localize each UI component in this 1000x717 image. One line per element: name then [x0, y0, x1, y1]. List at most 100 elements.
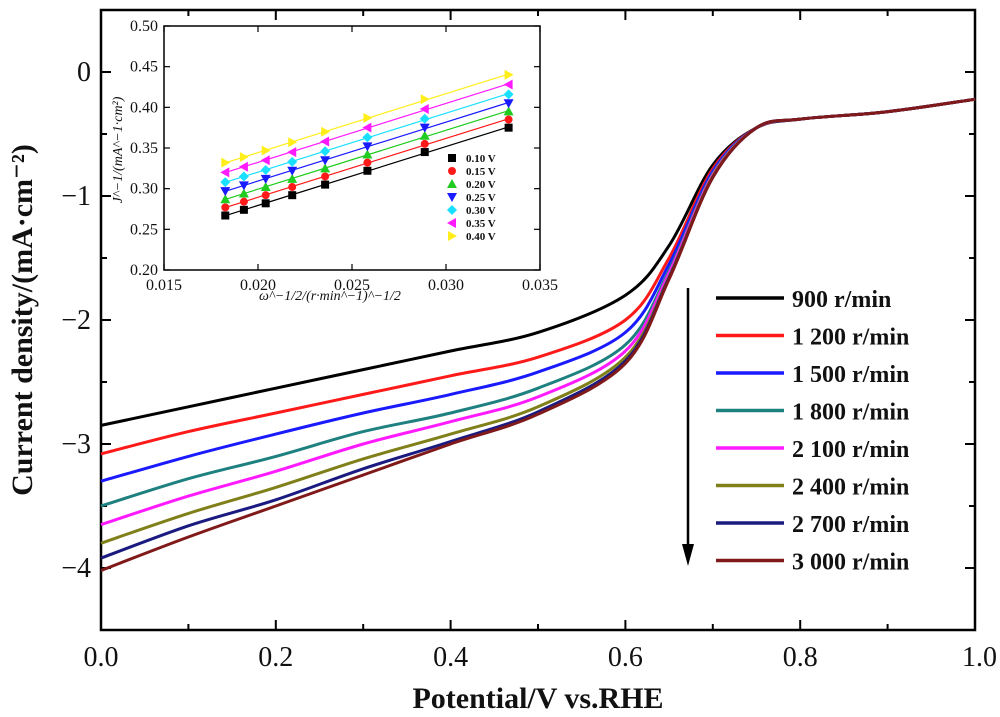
inset-legend-marker — [448, 167, 456, 175]
inset-legend-label: 0.35 V — [466, 218, 496, 230]
main-series-group — [100, 97, 976, 572]
inset-data-point — [239, 151, 249, 162]
inset-data-point — [419, 113, 430, 124]
inset-data-point — [503, 79, 513, 90]
inset-data-point — [221, 211, 230, 220]
legend-label: 1 200 r/min — [792, 325, 909, 351]
legend-label: 3 000 r/min — [792, 550, 909, 576]
inset-data-point — [288, 191, 297, 200]
main-y-tick-label: 0 — [77, 57, 91, 88]
main-y-tick-label: −1 — [61, 181, 91, 212]
inset-data-point — [503, 99, 514, 109]
inset-data-point — [260, 164, 271, 175]
inset-series-group — [220, 69, 514, 220]
inset-y-tick-label: 0.25 — [130, 221, 158, 238]
inset-data-point — [261, 199, 270, 208]
inset-data-point — [504, 123, 513, 132]
inset-data-point — [220, 167, 230, 178]
inset-legend-marker — [448, 231, 457, 241]
main-y-tick-label: −4 — [61, 553, 91, 584]
inset-legend-marker — [447, 218, 456, 228]
inset-data-point — [221, 157, 231, 168]
inset-data-point — [504, 115, 513, 124]
main-x-tick-label: 0.0 — [84, 642, 119, 673]
inset-y-tick-label: 0.30 — [130, 181, 158, 198]
down-arrow — [682, 288, 694, 566]
inset-data-point — [420, 139, 429, 148]
inset-legend-label: 0.40 V — [466, 231, 496, 243]
main-x-tick-label: 0.6 — [608, 642, 643, 673]
inset-data-point — [419, 103, 429, 114]
main-y-axis-title: Current density/(mA·cm⁻²) — [6, 144, 39, 496]
inset-data-point — [419, 130, 430, 140]
inset-y-tick-label: 0.20 — [130, 262, 158, 279]
inset-legend-marker — [447, 193, 457, 202]
inset-legend: 0.10 V0.15 V0.20 V0.25 V0.30 V0.35 V0.40… — [447, 153, 496, 243]
inset-data-point — [288, 183, 297, 192]
inset-data-point — [320, 156, 331, 166]
main-y-tick-label: −3 — [61, 429, 91, 460]
inset-data-point — [321, 180, 330, 189]
inset-data-point — [320, 146, 331, 157]
inset-data-point — [260, 155, 270, 166]
inset-legend-label: 0.30 V — [466, 205, 496, 217]
inset-data-point — [321, 126, 331, 137]
inset-data-point — [362, 149, 373, 159]
inset-y-tick-label: 0.40 — [130, 99, 158, 116]
inset-data-point — [419, 123, 430, 133]
inset-data-point — [420, 94, 430, 105]
legend-label: 1 500 r/min — [792, 362, 909, 388]
legend-label: 900 r/min — [792, 287, 891, 313]
inset-data-point — [362, 142, 373, 152]
inset-data-point — [503, 106, 514, 116]
inset-tick-labels: 0.015 0.020 0.025 0.030 0.035 0.20 0.25 0.30 0.3… — [130, 18, 558, 294]
main-series-line-8 — [100, 97, 976, 572]
inset-legend-label: 0.15 V — [466, 166, 496, 178]
inset-x-tick-label: 0.035 — [522, 277, 558, 294]
inset-ticks — [163, 25, 541, 271]
legend-label: 2 400 r/min — [792, 475, 909, 501]
inset-y-tick-label: 0.45 — [130, 59, 158, 76]
inset-data-point — [221, 203, 230, 212]
inset-data-point — [287, 173, 298, 183]
inset-y-axis-title: J^−1/(mA^−1·cm²) — [111, 96, 126, 203]
inset-data-point — [260, 174, 271, 184]
inset-data-point — [321, 172, 330, 181]
inset-data-point — [320, 136, 330, 147]
inset-x-tick-label: 0.015 — [146, 277, 182, 294]
inset-data-point — [503, 89, 514, 100]
main-x-tick-label: 0.4 — [433, 642, 468, 673]
inset-data-point — [288, 137, 298, 148]
legend-label: 1 800 r/min — [792, 400, 909, 426]
inset-data-point — [261, 145, 271, 156]
inset-data-point — [260, 182, 271, 192]
main-legend: 900 r/min 1 200 r/min 1 500 r/min 1 800 r/m… — [716, 287, 909, 576]
main-y-tick-label: −2 — [61, 305, 91, 336]
main-x-tick-label: 0.2 — [258, 642, 293, 673]
inset-legend-label: 0.10 V — [466, 153, 496, 165]
inset-data-point — [363, 112, 373, 123]
inset-y-tick-label: 0.50 — [130, 18, 158, 35]
main-x-tick-label: 1.0 — [962, 642, 997, 673]
inset-data-point — [239, 197, 248, 206]
inset-data-point — [287, 156, 298, 167]
inset-data-point — [363, 158, 372, 167]
inset-data-point — [320, 163, 331, 173]
inset-data-point — [362, 132, 373, 143]
inset-y-tick-label: 0.35 — [130, 140, 158, 157]
inset-legend-marker — [448, 154, 456, 162]
legend-label: 2 700 r/min — [792, 512, 909, 538]
inset-data-point — [220, 194, 231, 204]
inset-legend-marker — [447, 179, 457, 188]
inset-data-point — [363, 166, 372, 175]
inset-data-point — [287, 166, 298, 176]
inset-data-point — [238, 171, 249, 182]
main-tick-labels: 0.0 0.2 0.4 0.6 0.8 1.0 0 −1 −2 −3 −4 — [61, 57, 997, 673]
inset-data-point — [239, 205, 248, 214]
inset-x-tick-label: 0.025 — [334, 277, 370, 294]
inset-data-point — [238, 188, 249, 198]
main-x-tick-label: 0.8 — [783, 642, 818, 673]
inset-x-axis-title: ω^−1/2/(r·min^−1)^−1/2 — [259, 289, 401, 304]
inset-data-point — [220, 177, 231, 188]
